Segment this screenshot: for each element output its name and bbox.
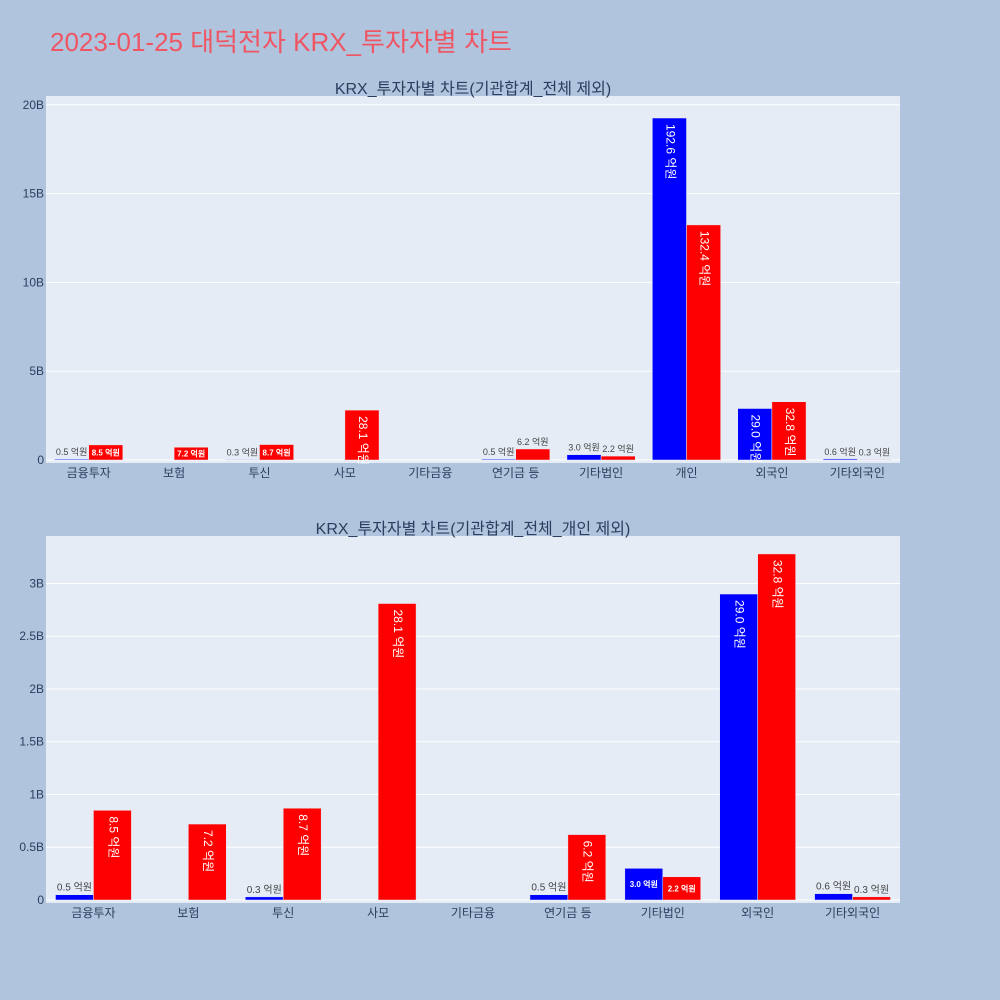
sell-bar	[686, 224, 721, 461]
buy-bar	[529, 894, 569, 901]
x-tick-label: 기타외국인	[830, 466, 885, 480]
data-label: 2.2 억원	[602, 443, 634, 454]
data-label: 0.5 억원	[531, 882, 566, 894]
sell-bar	[173, 446, 209, 461]
x-tick-label: 기타법인	[641, 906, 685, 920]
x-tick-label: 기타외국인	[825, 906, 880, 920]
buy-bar	[54, 458, 89, 461]
sell-bar	[662, 876, 701, 901]
data-label: 192.6 억원	[663, 124, 677, 179]
x-tick-label: 금융투자	[67, 466, 111, 480]
y-tick-label: 20B	[23, 98, 44, 112]
y-tick-label: 0.5B	[19, 840, 44, 854]
y-tick-label: 0	[37, 453, 44, 467]
page-title: 2023-01-25 대덕전자 KRX_투자자별 차트	[50, 27, 512, 57]
buy-bar	[719, 593, 758, 901]
data-label: 2.2 억원	[668, 883, 696, 893]
data-label: 0.6 억원	[824, 446, 856, 457]
data-label: 8.5 억원	[106, 816, 120, 858]
data-label: 8.5 억원	[92, 447, 120, 457]
sell-bar	[771, 401, 807, 461]
sell-bar	[88, 444, 124, 461]
data-label: 28.1 억원	[356, 416, 370, 465]
x-tick-label: 금융투자	[71, 906, 115, 920]
y-tick-label: 0	[37, 893, 44, 907]
data-label: 32.8 억원	[783, 408, 797, 457]
x-tick-label: 기타법인	[579, 466, 623, 480]
y-tick-label: 5B	[29, 364, 44, 378]
data-label: 0.5 억원	[57, 882, 92, 894]
data-label: 0.3 억원	[854, 884, 889, 896]
buy-bar	[652, 117, 687, 461]
y-tick-label: 1B	[29, 787, 44, 801]
buy-bar	[55, 894, 94, 901]
data-label: 7.2 억원	[201, 830, 215, 872]
x-tick-label: 연기금 등	[492, 466, 540, 480]
x-tick-label: 기타금융	[451, 906, 495, 920]
sell-bar	[93, 810, 132, 901]
data-label: 0.3 억원	[227, 446, 259, 457]
data-label: 29.0 억원	[749, 415, 763, 464]
chart-title: KRX_투자자별 차트(기관합계_전체 제외)	[335, 80, 611, 98]
x-tick-label: 투신	[248, 466, 270, 480]
y-tick-label: 15B	[23, 187, 44, 201]
buy-bar	[566, 454, 602, 461]
data-label: 28.1 억원	[391, 610, 405, 659]
data-label: 132.4 억원	[697, 231, 711, 286]
buy-bar	[225, 459, 260, 461]
data-label: 0.5 억원	[483, 446, 515, 457]
data-label: 7.2 억원	[177, 449, 205, 459]
sell-bar	[344, 409, 380, 461]
y-tick-label: 2B	[29, 682, 44, 696]
data-label: 0.3 억원	[247, 884, 282, 896]
sell-bar	[259, 444, 294, 461]
data-label: 0.5 억원	[56, 446, 88, 457]
data-label: 8.7 억원	[296, 814, 310, 856]
sell-bar	[567, 834, 607, 901]
x-tick-label: 외국인	[741, 906, 774, 920]
data-label: 29.0 억원	[733, 600, 747, 649]
sell-bar	[377, 603, 417, 901]
sell-bar	[515, 448, 551, 461]
y-tick-label: 10B	[23, 275, 44, 289]
plot-area	[46, 96, 900, 463]
sell-bar	[600, 455, 636, 461]
data-label: 3.0 억원	[630, 879, 658, 889]
x-tick-label: 연기금 등	[544, 906, 592, 920]
sell-bar	[757, 553, 796, 901]
x-tick-label: 사모	[334, 466, 356, 480]
x-tick-label: 개인	[675, 466, 697, 480]
x-tick-label: 기타금융	[408, 466, 452, 480]
data-label: 3.0 억원	[568, 442, 600, 453]
data-label: 0.3 억원	[859, 446, 891, 457]
x-tick-label: 보험	[163, 466, 185, 480]
sell-bar	[857, 459, 892, 461]
chart-title: KRX_투자자별 차트(기관합계_전체_개인 제외)	[316, 520, 631, 538]
sell-bar	[282, 807, 322, 901]
buy-bar	[245, 896, 284, 901]
data-label: 8.7 억원	[263, 447, 291, 457]
y-tick-label: 1.5B	[19, 735, 44, 749]
buy-bar	[814, 893, 853, 901]
y-tick-label: 3B	[29, 576, 44, 590]
sell-bar	[852, 896, 891, 901]
x-tick-label: 외국인	[755, 466, 788, 480]
buy-bar	[822, 458, 858, 461]
buy-bar	[481, 458, 516, 461]
chart-panel-1: KRX_투자자별 차트(기관합계_전체 제외) 0 5B 10B 15B 20B 금융투자 0…	[23, 80, 900, 480]
data-label: 32.8 억원	[770, 560, 784, 609]
chart-panel-2: KRX_투자자별 차트(기관합계_전체_개인 제외) 0 0.5B 1B 1.5B 2B 2…	[19, 520, 900, 920]
sell-bar	[188, 823, 227, 901]
x-tick-label: 투신	[272, 906, 294, 920]
data-label: 0.6 억원	[816, 881, 851, 893]
data-label: 6.2 억원	[517, 436, 549, 447]
x-tick-label: 보험	[177, 906, 199, 920]
data-label: 6.2 억원	[581, 841, 595, 883]
x-tick-label: 사모	[367, 906, 389, 920]
y-tick-label: 2.5B	[19, 629, 44, 643]
